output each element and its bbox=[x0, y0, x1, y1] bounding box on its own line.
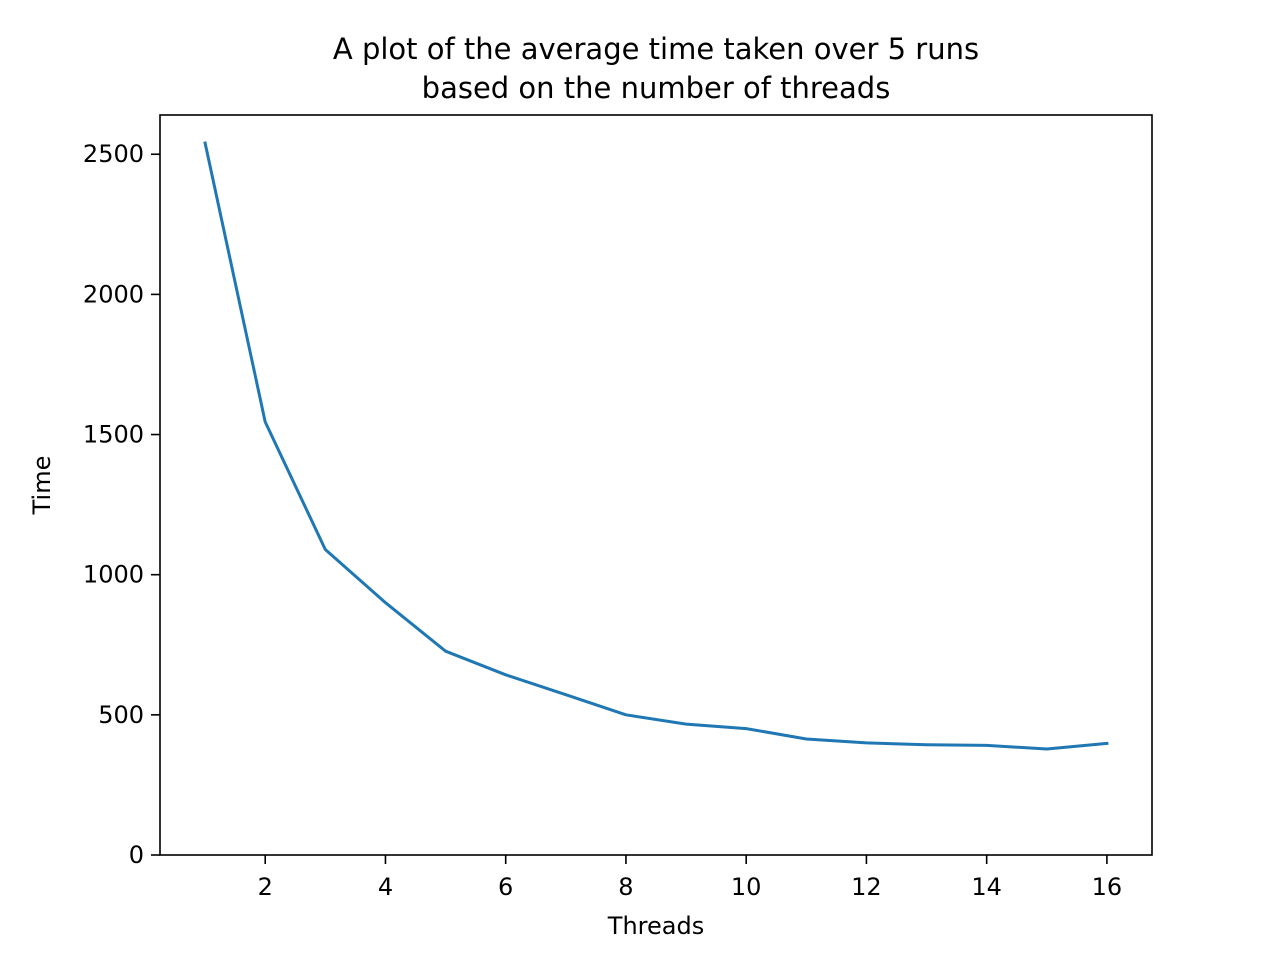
y-tick-label: 1000 bbox=[83, 561, 144, 589]
x-tick-label: 16 bbox=[1092, 873, 1123, 901]
axis-ticks: 2 4 6 8 10 12 14 16 0 500 1000 1500 2000 2500 bbox=[83, 140, 1122, 901]
x-axis-label: Threads bbox=[607, 912, 704, 940]
x-tick-label: 8 bbox=[618, 873, 633, 901]
chart-title-line-1: A plot of the average time taken over 5 … bbox=[333, 32, 979, 66]
y-tick-label: 2000 bbox=[83, 280, 144, 308]
y-tick-label: 1500 bbox=[83, 421, 144, 449]
x-tick-label: 2 bbox=[258, 873, 273, 901]
axes-frame bbox=[159, 114, 1153, 856]
series-line-0 bbox=[203, 141, 1109, 751]
y-tick-label: 2500 bbox=[83, 140, 144, 168]
x-tick-label: 10 bbox=[731, 873, 762, 901]
y-tick-label: 500 bbox=[98, 701, 144, 729]
y-tick-label: 0 bbox=[129, 841, 144, 869]
x-tick-label: 4 bbox=[378, 873, 393, 901]
chart-title-line-2: based on the number of threads bbox=[422, 71, 891, 105]
x-tick-label: 6 bbox=[498, 873, 513, 901]
y-axis-label: Time bbox=[28, 456, 56, 516]
x-tick-label: 12 bbox=[851, 873, 882, 901]
x-tick-label: 14 bbox=[971, 873, 1002, 901]
plot-area bbox=[159, 114, 1153, 856]
